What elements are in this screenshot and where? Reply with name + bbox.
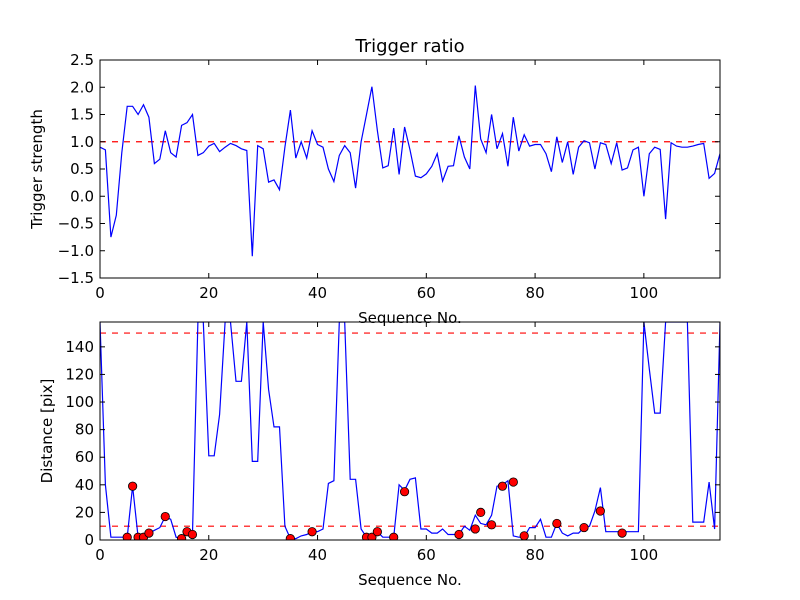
- trigger-ratio-panel: Trigger ratio 0 20 40 60 80 100 −1.5 −1.0 −0.5 0.…: [28, 36, 721, 327]
- x-tick-label: 0: [95, 546, 105, 564]
- x-axis-label: Sequence No.: [358, 309, 462, 327]
- y-tick-label: 80: [75, 421, 94, 439]
- distance-plot: [100, 322, 720, 540]
- distance-panel: 0 20 40 60 80 100 0 20 40 60 80 100 120 140 Sequence …: [38, 321, 721, 589]
- x-tick-label: 80: [526, 546, 545, 564]
- y-tick-label: 0.0: [70, 187, 94, 205]
- y-tick-label: 20: [75, 503, 94, 521]
- data-point: [476, 507, 486, 518]
- y-tick-label: 60: [75, 448, 94, 466]
- data-point: [122, 532, 132, 540]
- y-tick-label: −0.5: [58, 215, 94, 233]
- y-tick-label: 0.5: [70, 160, 94, 178]
- y-tick-label: 100: [65, 393, 94, 411]
- y-tick-label: −1.0: [58, 242, 94, 260]
- x-tick-label: 60: [417, 284, 436, 302]
- axis-ticks: 0 20 40 60 80 100 0 20 40 60 80 100 120 140: [65, 322, 720, 564]
- data-point: [552, 518, 562, 529]
- y-tick-label: 120: [65, 365, 94, 383]
- y-axis-label: Distance [pix]: [38, 379, 56, 484]
- data-point: [372, 527, 382, 537]
- series-line: [100, 322, 720, 540]
- data-point: [144, 528, 154, 538]
- x-tick-label: 100: [630, 546, 659, 564]
- x-tick-label: 40: [308, 546, 327, 564]
- x-axis-label: Sequence No.: [358, 571, 462, 589]
- series-line: [100, 85, 720, 257]
- data-point: [617, 528, 627, 538]
- x-tick-label: 20: [199, 546, 218, 564]
- y-tick-label: 2.5: [70, 51, 94, 69]
- data-point: [399, 487, 410, 497]
- data-point: [307, 527, 317, 537]
- axis-ticks: 0 20 40 60 80 100 −1.5 −1.0 −0.5 0.0 0.5 1.0 1.5 2.0 2…: [58, 51, 720, 302]
- data-point: [470, 524, 480, 534]
- y-axis-label: Trigger strength: [28, 109, 46, 230]
- data-point: [595, 506, 605, 516]
- y-tick-label: −1.5: [58, 269, 94, 287]
- chart-title: Trigger ratio: [354, 36, 464, 57]
- data-point: [187, 529, 198, 540]
- y-tick-label: 2.0: [70, 78, 94, 96]
- data-point: [486, 520, 497, 530]
- data-point: [176, 534, 187, 540]
- data-point: [454, 529, 464, 540]
- data-point: [389, 532, 399, 540]
- y-tick-label: 1.0: [70, 133, 94, 151]
- data-point: [128, 481, 138, 491]
- data-point: [579, 522, 589, 533]
- y-tick-label: 140: [65, 338, 94, 356]
- x-tick-label: 80: [526, 284, 545, 302]
- x-tick-label: 60: [417, 546, 436, 564]
- y-tick-label: 40: [75, 476, 94, 494]
- y-tick-label: 1.5: [70, 106, 94, 124]
- data-point: [508, 477, 518, 487]
- data-point: [497, 481, 508, 491]
- x-tick-label: 20: [199, 284, 218, 302]
- x-tick-label: 100: [630, 284, 659, 302]
- data-point: [285, 534, 295, 540]
- y-tick-label: 0: [84, 531, 94, 549]
- plot-frame: [99, 321, 721, 541]
- data-point: [160, 511, 170, 522]
- trigger-ratio-plot: [100, 85, 720, 257]
- x-tick-label: 40: [308, 284, 327, 302]
- data-point: [519, 531, 529, 540]
- x-tick-label: 0: [95, 284, 105, 302]
